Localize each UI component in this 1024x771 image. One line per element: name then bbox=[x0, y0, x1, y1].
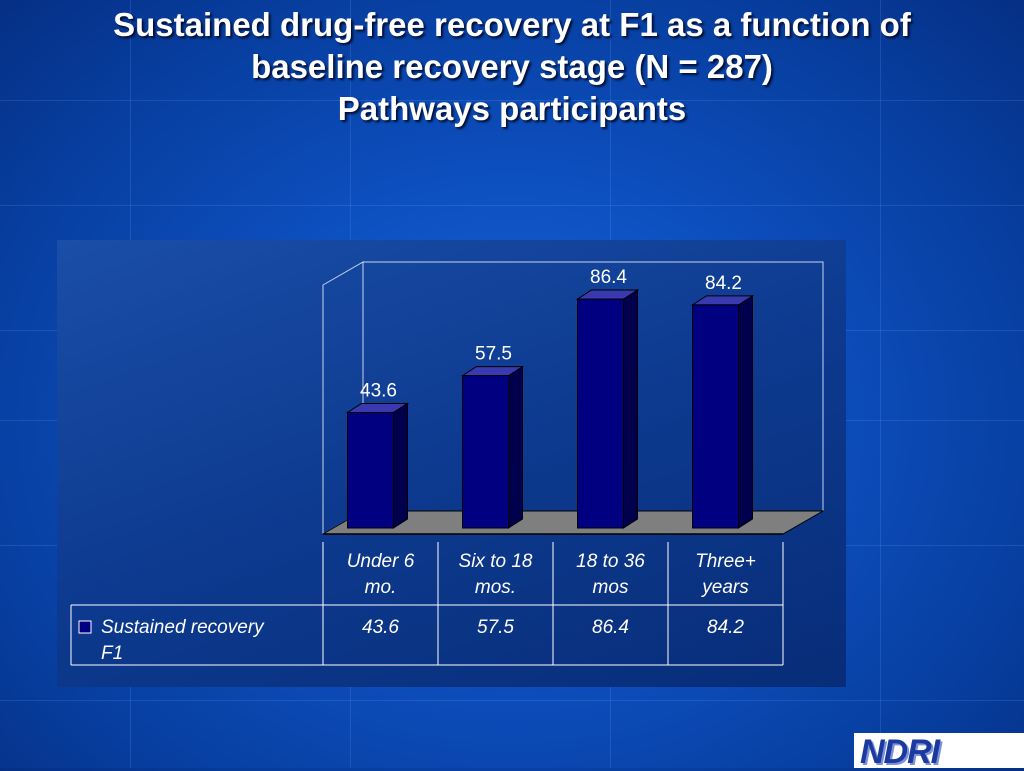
bar-side bbox=[393, 402, 408, 529]
slide-title-line: Sustained drug-free recovery at F1 as a … bbox=[113, 6, 911, 43]
bar-side bbox=[508, 365, 523, 529]
bar bbox=[347, 411, 394, 529]
data-label: 84.2 bbox=[705, 273, 742, 294]
bar-side bbox=[738, 294, 753, 529]
category-label: mos. bbox=[475, 577, 516, 598]
category-label: Under 6 bbox=[347, 551, 415, 572]
category-label: years bbox=[700, 577, 749, 598]
bar bbox=[692, 304, 739, 529]
table-value: 86.4 bbox=[592, 617, 629, 638]
background-grid-line bbox=[0, 700, 1024, 701]
table-value: 57.5 bbox=[477, 617, 514, 638]
table-value: 84.2 bbox=[707, 617, 744, 638]
slide-title-line: Pathways participants bbox=[337, 90, 687, 127]
category-label: Three+ bbox=[695, 551, 756, 572]
category-label: 18 to 36 bbox=[576, 551, 645, 572]
bar bbox=[462, 375, 509, 529]
series-label: Sustained recovery bbox=[101, 617, 265, 638]
category-label: mos bbox=[593, 577, 629, 598]
category-label: Six to 18 bbox=[459, 551, 533, 572]
table-value: 43.6 bbox=[362, 617, 399, 638]
background-grid-line bbox=[0, 100, 1024, 101]
slide-title-line: baseline recovery stage (N = 287) bbox=[251, 48, 773, 85]
slide-title: Sustained drug-free recovery at F1 as a … bbox=[0, 4, 1024, 130]
bar-side bbox=[623, 289, 638, 529]
bar-chart: 43.6 57.5 86.4 84.2 Under 6 mo. Six to 18 mos. 1… bbox=[70, 261, 825, 666]
data-label: 86.4 bbox=[590, 267, 627, 288]
legend-swatch bbox=[78, 620, 92, 634]
ndri-logo: NDRI bbox=[854, 733, 1024, 771]
series-label: F1 bbox=[101, 643, 123, 664]
category-label: mo. bbox=[365, 577, 397, 598]
data-label: 57.5 bbox=[475, 344, 512, 365]
background-grid-line bbox=[0, 205, 1024, 206]
logo-text: NDRI bbox=[860, 733, 940, 771]
background-grid-line bbox=[880, 0, 881, 768]
bar bbox=[577, 298, 624, 529]
data-label: 43.6 bbox=[360, 380, 397, 401]
chart-panel: 43.6 57.5 86.4 84.2 Under 6 mo. Six to 18 mos. 1… bbox=[57, 240, 846, 687]
